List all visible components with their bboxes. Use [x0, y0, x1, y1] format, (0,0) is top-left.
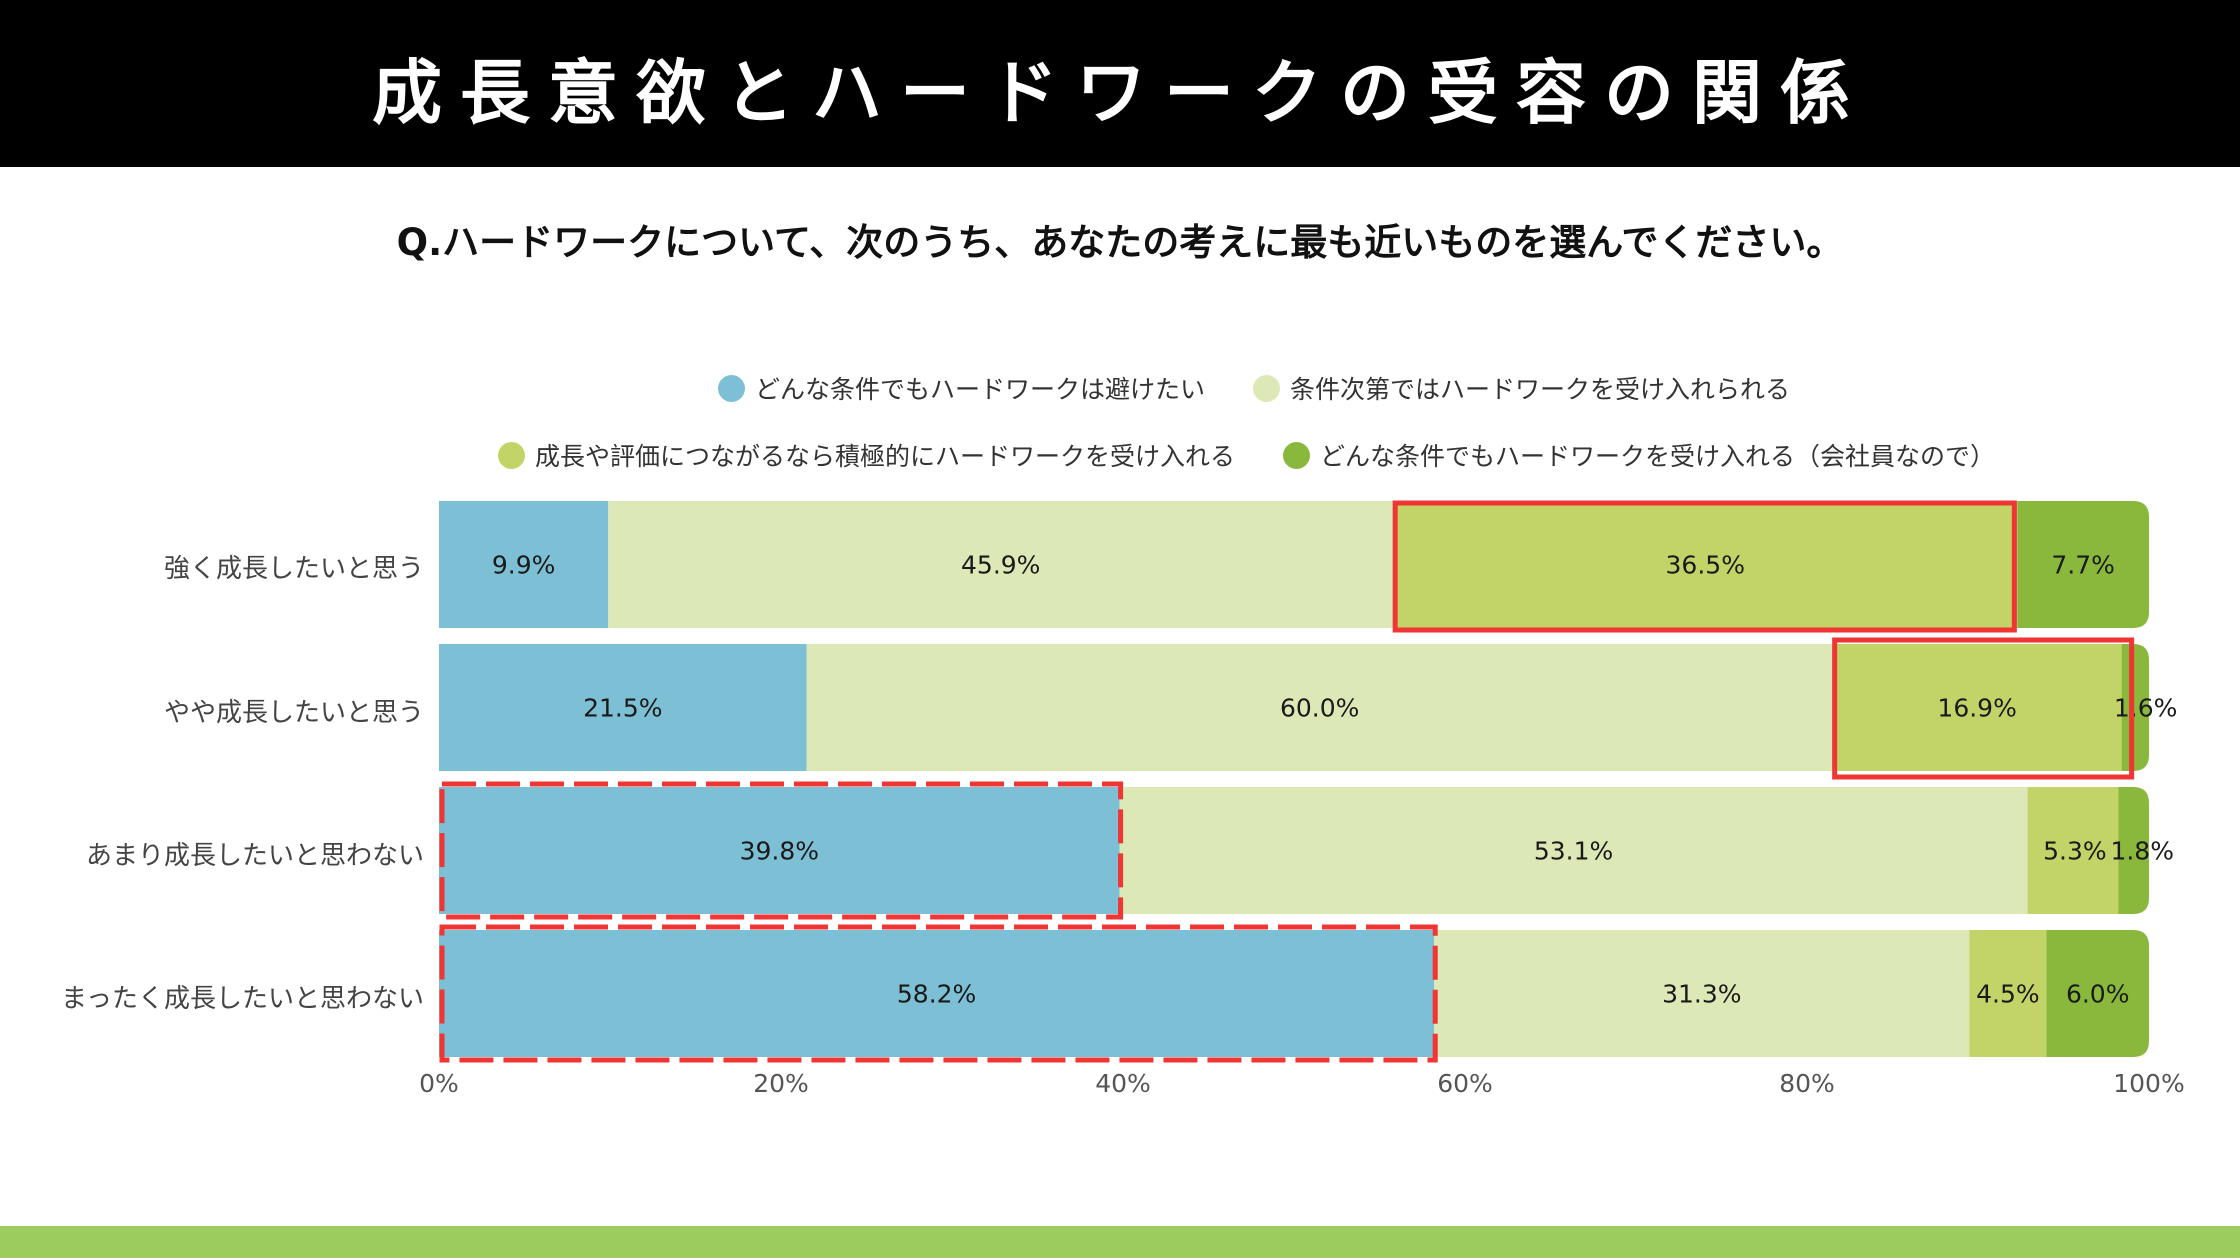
category-label: あまり成長したいと思わない	[85, 841, 424, 871]
bar-segment	[439, 930, 1435, 1057]
bar-segment	[2121, 644, 2149, 771]
bar-segment	[1434, 930, 1970, 1057]
category-label: まったく成長したいと思わない	[61, 984, 424, 1014]
bar-segment	[1119, 787, 2028, 914]
survey-question: Q.ハードワークについて、次のうち、あなたの考えに最も近いものを選んでください。	[396, 221, 1844, 264]
bar-segment	[1393, 501, 2018, 628]
data-label: 45.9%	[961, 551, 1040, 580]
title-bar: 成長意欲とハードワークの受容の関係	[0, 0, 2240, 167]
legend-dot-icon	[1283, 441, 1311, 469]
legend-label: どんな条件でもハードワークは避けたい	[755, 375, 1206, 404]
legend-label: どんな条件でもハードワークを受け入れる（会社員なので）	[1320, 442, 1996, 471]
data-label: 31.3%	[1662, 980, 1741, 1009]
x-tick-label: 100%	[2113, 1069, 2184, 1098]
x-tick-label: 80%	[1779, 1069, 1835, 1098]
bar-segment	[439, 501, 609, 628]
data-label: 60.0%	[1280, 694, 1359, 723]
highlight-box	[1392, 500, 2017, 633]
x-tick-label: 60%	[1437, 1069, 1493, 1098]
bar-segment	[439, 787, 1120, 914]
data-label: 4.5%	[1976, 980, 2040, 1009]
category-label: 強く成長したいと思う	[163, 554, 424, 584]
x-tick-label: 0%	[419, 1069, 459, 1098]
highlight-box	[439, 924, 1438, 1063]
bar-segment	[806, 644, 1833, 771]
legend-item-any-condition: どんな条件でもハードワークを受け入れる（会社員なので）	[1283, 437, 1995, 473]
bar-segment	[608, 501, 1394, 628]
legend-dot-icon	[718, 374, 745, 402]
bar-segment	[1832, 644, 2122, 771]
data-label: 36.5%	[1666, 551, 1745, 580]
data-label: 21.5%	[583, 694, 662, 723]
legend-label: 条件次第ではハードワークを受け入れられる	[1290, 375, 1791, 404]
legend-item-avoid: どんな条件でもハードワークは避けたい	[718, 370, 1205, 406]
category-label: やや成長したいと思う	[163, 698, 424, 728]
bar-segment	[2017, 501, 2149, 628]
bar-segment	[2027, 787, 2119, 914]
legend-dot-icon	[498, 441, 525, 469]
bar-row	[439, 644, 2149, 771]
legend-label: 成長や評価につながるなら積極的にハードワークを受け入れる	[535, 442, 1236, 471]
bar-segment	[439, 644, 807, 771]
data-label: 58.2%	[897, 980, 976, 1009]
data-label: 1.8%	[2110, 837, 2174, 866]
data-label: 5.3%	[2043, 837, 2107, 866]
data-label: 53.1%	[1534, 837, 1613, 866]
data-label: 7.7%	[2051, 551, 2115, 580]
bar-row	[439, 930, 2149, 1057]
data-label: 1.6%	[2114, 694, 2178, 723]
highlight-box	[439, 781, 1124, 920]
data-label: 9.9%	[492, 551, 556, 580]
x-tick-label: 40%	[1095, 1069, 1151, 1098]
bar-segment	[1969, 930, 2047, 1057]
footer-bar	[0, 1226, 2240, 1258]
bar-segment	[2046, 930, 2149, 1057]
bar-row	[439, 787, 2149, 914]
bar-segment	[2118, 787, 2149, 914]
data-label: 16.9%	[1937, 694, 2016, 723]
data-label: 39.8%	[740, 837, 819, 866]
legend-dot-icon	[1253, 374, 1281, 402]
highlight-box	[1832, 637, 2135, 780]
legend-item-growth: 成長や評価につながるなら積極的にハードワークを受け入れる	[498, 437, 1235, 473]
legend-row-2: 成長や評価につながるなら積極的にハードワークを受け入れる どんな条件でもハードワ…	[498, 437, 1995, 473]
legend-item-conditional: 条件次第ではハードワークを受け入れられる	[1253, 370, 1790, 406]
stacked-bar-chart: 9.9% 45.9% 36.5% 7.7% 21.5% 60.0% 16.9% 1.6% 39.…	[419, 500, 2185, 1098]
x-tick-label: 20%	[753, 1069, 809, 1098]
legend-row-1: どんな条件でもハードワークは避けたい 条件次第ではハードワークを受け入れられる	[718, 370, 1790, 406]
data-label: 6.0%	[2066, 980, 2130, 1009]
page-title: 成長意欲とハードワークの受容の関係	[372, 52, 1868, 134]
bar-row	[439, 501, 2149, 628]
